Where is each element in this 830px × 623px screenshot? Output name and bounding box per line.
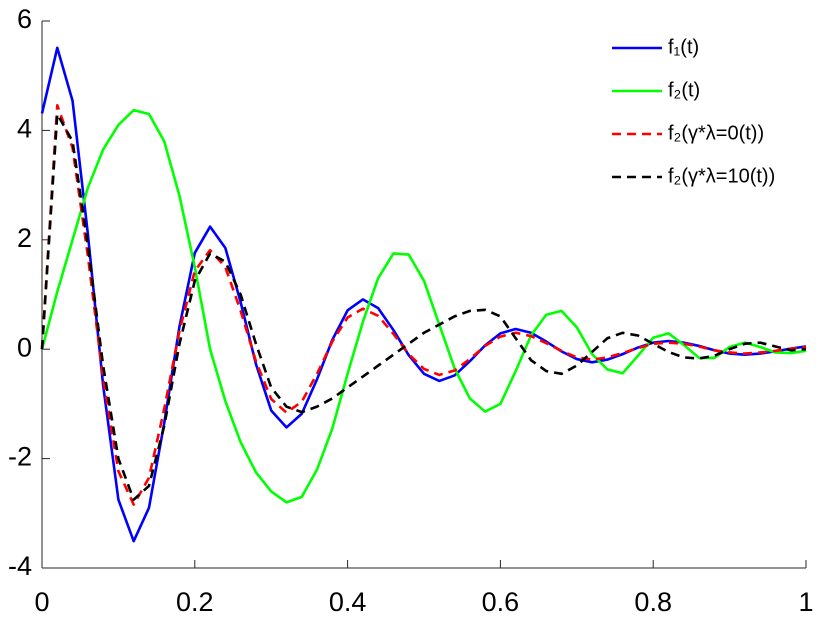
y-tick-label: 4 [17,114,32,144]
legend-label: f₁(t) [668,36,699,58]
legend-label: f₂(t) [668,79,700,101]
x-tick-label: 0.2 [176,587,214,617]
legend-label: f₂(γ*λ=0(t)) [668,122,764,144]
y-tick-label: -4 [8,551,32,581]
series-line [40,103,807,506]
x-tick-label: 0.8 [634,587,672,617]
legend-label: f₂(γ*λ=10(t)) [668,165,775,187]
series-line [40,112,807,501]
x-tick-label: 1 [798,587,813,617]
y-tick-label: 0 [17,332,32,362]
y-tick-label: -2 [8,442,32,472]
x-tick-label: 0 [34,587,49,617]
y-tick-label: 2 [17,223,32,253]
x-tick-label: 0.6 [482,587,520,617]
x-tick-label: 0.4 [329,587,367,617]
y-tick-label: 6 [17,4,32,34]
series-line [40,108,807,504]
